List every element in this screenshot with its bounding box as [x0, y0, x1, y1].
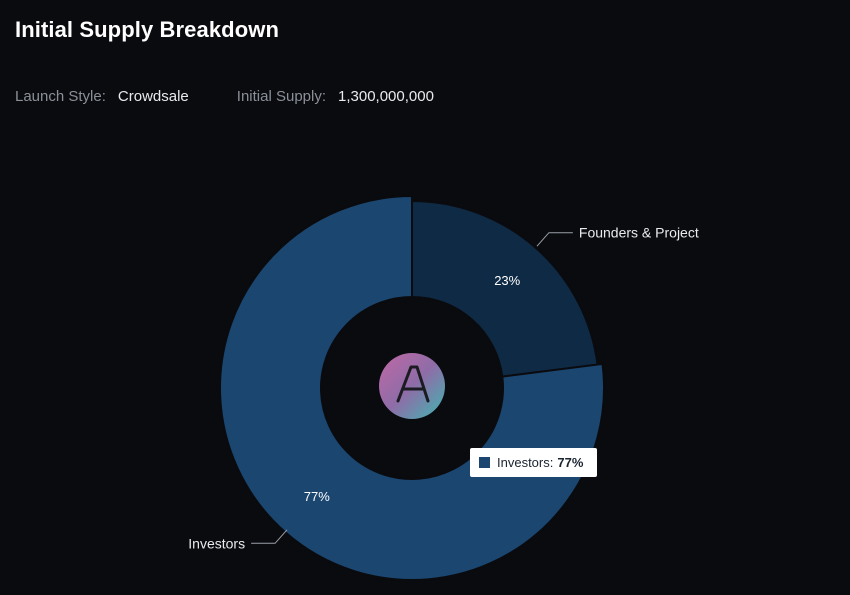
chart-tooltip: Investors: 77%	[470, 448, 597, 477]
supply-meta: Launch Style: Crowdsale Initial Supply: …	[15, 88, 434, 105]
tooltip-label: Investors:	[497, 455, 554, 470]
tooltip-value: 77%	[557, 455, 584, 470]
leader-line	[251, 529, 288, 544]
category-label: Founders & Project	[579, 225, 699, 241]
launch-style-value: Crowdsale	[117, 88, 189, 105]
initial-supply-label: Initial Supply:	[236, 88, 326, 105]
aave-logo-icon	[379, 353, 445, 419]
leader-line	[536, 232, 573, 247]
launch-style-label: Launch Style:	[15, 88, 106, 105]
slice-investors[interactable]	[219, 194, 605, 581]
slice-founders-project[interactable]	[411, 199, 599, 378]
tooltip-swatch	[479, 457, 490, 468]
page-title: Initial Supply Breakdown	[15, 17, 279, 42]
initial-supply-value: 1,300,000,000	[338, 88, 434, 105]
data-label: 23%	[494, 273, 520, 288]
data-label: 77%	[304, 489, 330, 504]
category-label: Investors	[188, 535, 245, 551]
